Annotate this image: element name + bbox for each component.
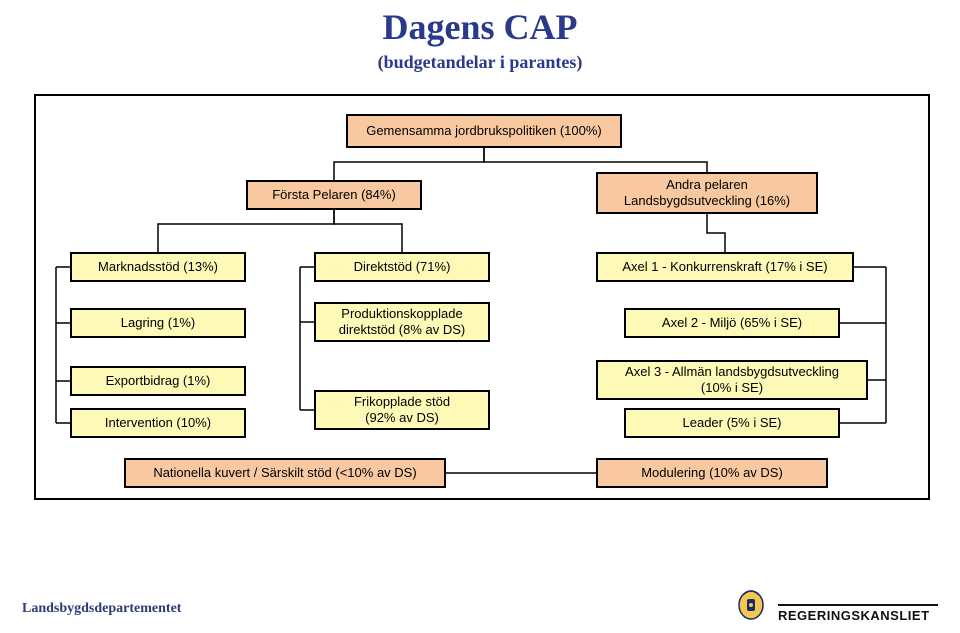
crest-icon <box>734 583 768 623</box>
diagram-canvas: Gemensamma jordbrukspolitiken (100%) Förs… <box>34 94 930 500</box>
node-frik: Frikopplade stöd(92% av DS) <box>314 390 490 430</box>
node-marknad: Marknadsstöd (13%) <box>70 252 246 282</box>
node-p1: Första Pelaren (84%) <box>246 180 422 210</box>
node-p2: Andra pelarenLandsbygdsutveckling (16%) <box>596 172 818 214</box>
node-lagring: Lagring (1%) <box>70 308 246 338</box>
page-title: Dagens CAP <box>0 6 960 48</box>
node-natk: Nationella kuvert / Särskilt stöd (<10% … <box>124 458 446 488</box>
node-export: Exportbidrag (1%) <box>70 366 246 396</box>
footer-branding: REGERINGSKANSLIET <box>734 583 938 623</box>
footer-department: Landsbygdsdepartementet <box>22 601 181 617</box>
page-subtitle: (budgetandelar i parantes) <box>0 52 960 73</box>
node-ax2: Axel 2 - Miljö (65% i SE) <box>624 308 840 338</box>
node-interv: Intervention (10%) <box>70 408 246 438</box>
node-ax3: Axel 3 - Allmän landsbygdsutveckling(10%… <box>596 360 868 400</box>
node-modul: Modulering (10% av DS) <box>596 458 828 488</box>
node-leader: Leader (5% i SE) <box>624 408 840 438</box>
node-root: Gemensamma jordbrukspolitiken (100%) <box>346 114 622 148</box>
node-prod: Produktionskoppladedirektstöd (8% av DS) <box>314 302 490 342</box>
brand-label: REGERINGSKANSLIET <box>778 608 930 623</box>
node-direkt: Direktstöd (71%) <box>314 252 490 282</box>
node-ax1: Axel 1 - Konkurrenskraft (17% i SE) <box>596 252 854 282</box>
brand-divider <box>778 604 938 606</box>
